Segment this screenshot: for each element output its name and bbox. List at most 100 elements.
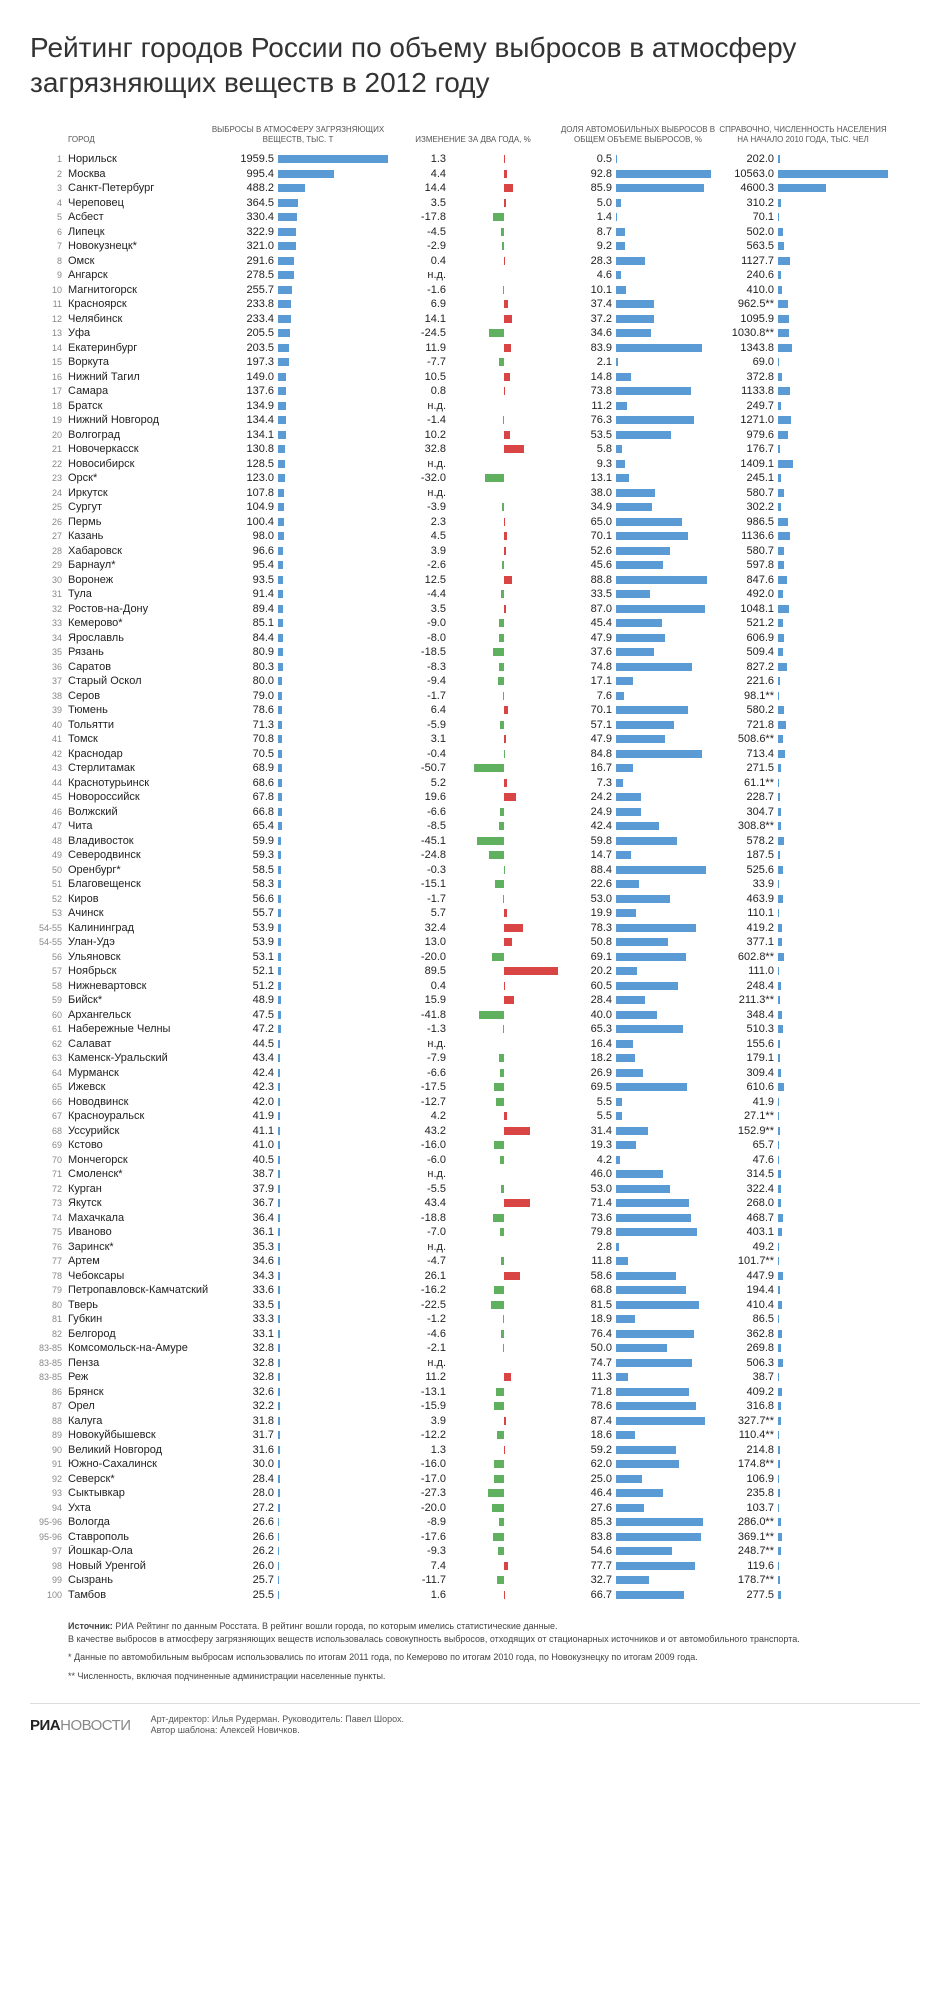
share-value: 57.1 [558,719,616,731]
city-name: Губкин [68,1313,208,1325]
population-value: 1343.8 [718,342,778,354]
population-bar [778,1445,888,1455]
share-value: 71.8 [558,1386,616,1398]
table-row: 59Бийск*48.915.928.4211.3** [30,993,920,1008]
share-value: 53.5 [558,429,616,441]
change-value: -17.0 [388,1473,450,1485]
emissions-bar [278,357,388,367]
share-value: 18.9 [558,1313,616,1325]
rank: 30 [30,575,68,585]
change-bar [450,1358,558,1368]
rank: 75 [30,1227,68,1237]
city-name: Саратов [68,661,208,673]
population-value: 447.9 [718,1270,778,1282]
rank: 42 [30,749,68,759]
share-bar [616,1575,718,1585]
city-name: Мончегорск [68,1154,208,1166]
population-bar [778,430,888,440]
share-bar [616,560,718,570]
share-value: 26.9 [558,1067,616,1079]
share-value: 8.7 [558,226,616,238]
table-row: 89Новокуйбышевск31.7-12.218.6110.4** [30,1428,920,1443]
emissions-bar [278,778,388,788]
change-value: 43.4 [388,1197,450,1209]
table-row: 82Белгород33.1-4.676.4362.8 [30,1327,920,1342]
population-bar [778,1300,888,1310]
population-bar [778,328,888,338]
emissions-value: 100.4 [208,516,278,528]
population-value: 506.3 [718,1357,778,1369]
population-value: 509.4 [718,646,778,658]
rank: 69 [30,1140,68,1150]
table-row: 58Нижневартовск51.20.460.5248.4 [30,979,920,994]
rank: 90 [30,1445,68,1455]
change-bar [450,908,558,918]
population-value: 410.0 [718,284,778,296]
population-value: 580.7 [718,545,778,557]
rank: 63 [30,1053,68,1063]
change-value: -4.6 [388,1328,450,1340]
population-value: 152.9** [718,1125,778,1137]
city-name: Ноябрьск [68,965,208,977]
change-value: -4.7 [388,1255,450,1267]
population-value: 240.6 [718,269,778,281]
table-row: 23Орск*123.0-32.013.1245.1 [30,471,920,486]
city-name: Ухта [68,1502,208,1514]
emissions-bar [278,1416,388,1426]
share-value: 83.8 [558,1531,616,1543]
table-row: 33Кемерово*85.1-9.045.4521.2 [30,616,920,631]
hdr-change: ИЗМЕНЕНИЕ ЗА ДВА ГОДА, % [388,135,558,145]
emissions-value: 80.0 [208,675,278,687]
population-value: 302.2 [718,501,778,513]
change-bar [450,1329,558,1339]
change-bar [450,241,558,251]
table-row: 43Стерлитамак68.9-50.716.7271.5 [30,761,920,776]
change-bar [450,560,558,570]
footnote-1: * Данные по автомобильным выбросам испол… [30,1651,920,1664]
city-name: Ярославль [68,632,208,644]
population-bar [778,1111,888,1121]
share-value: 78.3 [558,922,616,934]
change-bar [450,299,558,309]
share-bar [616,734,718,744]
change-bar [450,850,558,860]
source-text: РИА Рейтинг по данным Росстата. В рейтин… [68,1621,800,1644]
population-value: 214.8 [718,1444,778,1456]
change-bar [450,589,558,599]
share-bar [616,241,718,251]
table-row: 37Старый Оскол80.0-9.417.1221.6 [30,674,920,689]
table-row: 42Краснодар70.5-0.484.8713.4 [30,747,920,762]
change-value: 6.4 [388,704,450,716]
population-bar [778,1024,888,1034]
rank: 71 [30,1169,68,1179]
population-bar [778,1242,888,1252]
rank: 41 [30,734,68,744]
share-bar [616,1532,718,1542]
share-bar [616,575,718,585]
table-row: 1Норильск1959.51.30.5202.0 [30,152,920,167]
emissions-value: 52.1 [208,965,278,977]
rank: 27 [30,531,68,541]
table-row: 62Салават44.5н.д.16.4155.6 [30,1037,920,1052]
rank: 78 [30,1271,68,1281]
table-row: 81Губкин33.3-1.218.986.5 [30,1312,920,1327]
city-name: Норильск [68,153,208,165]
rank: 70 [30,1155,68,1165]
share-bar [616,1488,718,1498]
change-bar [450,1503,558,1513]
emissions-value: 42.3 [208,1081,278,1093]
city-name: Краснодар [68,748,208,760]
rank: 8 [30,256,68,266]
population-value: 502.0 [718,226,778,238]
share-bar [616,1198,718,1208]
population-bar [778,241,888,251]
population-bar [778,531,888,541]
rank: 19 [30,415,68,425]
share-value: 73.8 [558,385,616,397]
change-value: -7.9 [388,1052,450,1064]
city-name: Смоленск* [68,1168,208,1180]
table-row: 3Санкт-Петербург488.214.485.94600.3 [30,181,920,196]
share-value: 42.4 [558,820,616,832]
population-bar [778,575,888,585]
emissions-value: 41.9 [208,1110,278,1122]
